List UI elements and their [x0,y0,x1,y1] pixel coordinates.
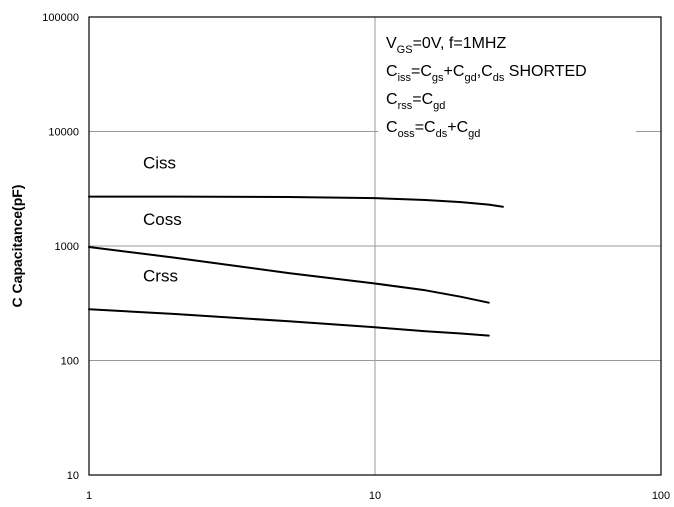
annotation-text: V [386,35,397,52]
annotation-text: ,C [477,63,493,80]
annotation-text: C [386,119,398,136]
y-tick-label: 1000 [55,241,79,253]
annotation-subscript: ds [436,128,448,140]
annotation-subscript: oss [398,128,416,140]
grid-lines [89,17,661,475]
series-label-crss: Crss [143,266,178,285]
y-tick-label: 10000 [48,127,79,139]
annotation-subscript: GS [397,44,413,56]
series-line-coss [88,246,490,304]
annotation-line: Crss=Cgd [386,91,445,112]
annotation-subscript: gd [468,128,480,140]
series-line-ciss [88,195,504,208]
annotation-text: +C [447,119,468,136]
annotation-subscript: rss [398,100,413,112]
annotation-subscript: iss [398,72,412,84]
plot-frame [88,16,662,476]
series-label-coss: Coss [143,210,182,229]
x-tick-label: 100 [652,490,670,502]
series-line-crss [88,308,490,337]
series-labels: Ciss Coss Crss [143,154,182,286]
series-label-ciss: Ciss [143,154,176,173]
annotation-text: C [386,63,398,80]
annotation-subscript: ds [493,72,505,84]
y-tick-label: 100 [61,356,79,368]
annotation-text: C [386,91,398,108]
y-tick-label: 100000 [42,12,79,24]
x-tick-label: 1 [86,490,92,502]
annotation-text: SHORTED [504,63,586,80]
y-tick-label: 10 [67,470,79,482]
annotation-text: =C [412,91,433,108]
annotation-text: +C [444,63,465,80]
annotation-text: =C [415,119,436,136]
annotation-text: =0V, f=1MHZ [413,35,507,52]
annotation-subscript: gd [433,100,445,112]
y-axis-label: C Capacitance(pF) [9,185,25,308]
annotation-line: Ciss=Cgs+Cgd,Cds SHORTED [386,63,587,84]
x-tick-label: 10 [369,490,381,502]
annotation-subscript: gd [464,72,476,84]
annotation-text: =C [411,63,432,80]
annotation-background [378,25,636,145]
annotation-line: Coss=Cds+Cgd [386,119,480,140]
series-lines [88,195,504,337]
annotation-subscript: gs [432,72,444,84]
annotation-line: VGS=0V, f=1MHZ [386,35,506,56]
tick-labels: 10 100 1000 10000 100000 1 10 100 [42,12,670,502]
